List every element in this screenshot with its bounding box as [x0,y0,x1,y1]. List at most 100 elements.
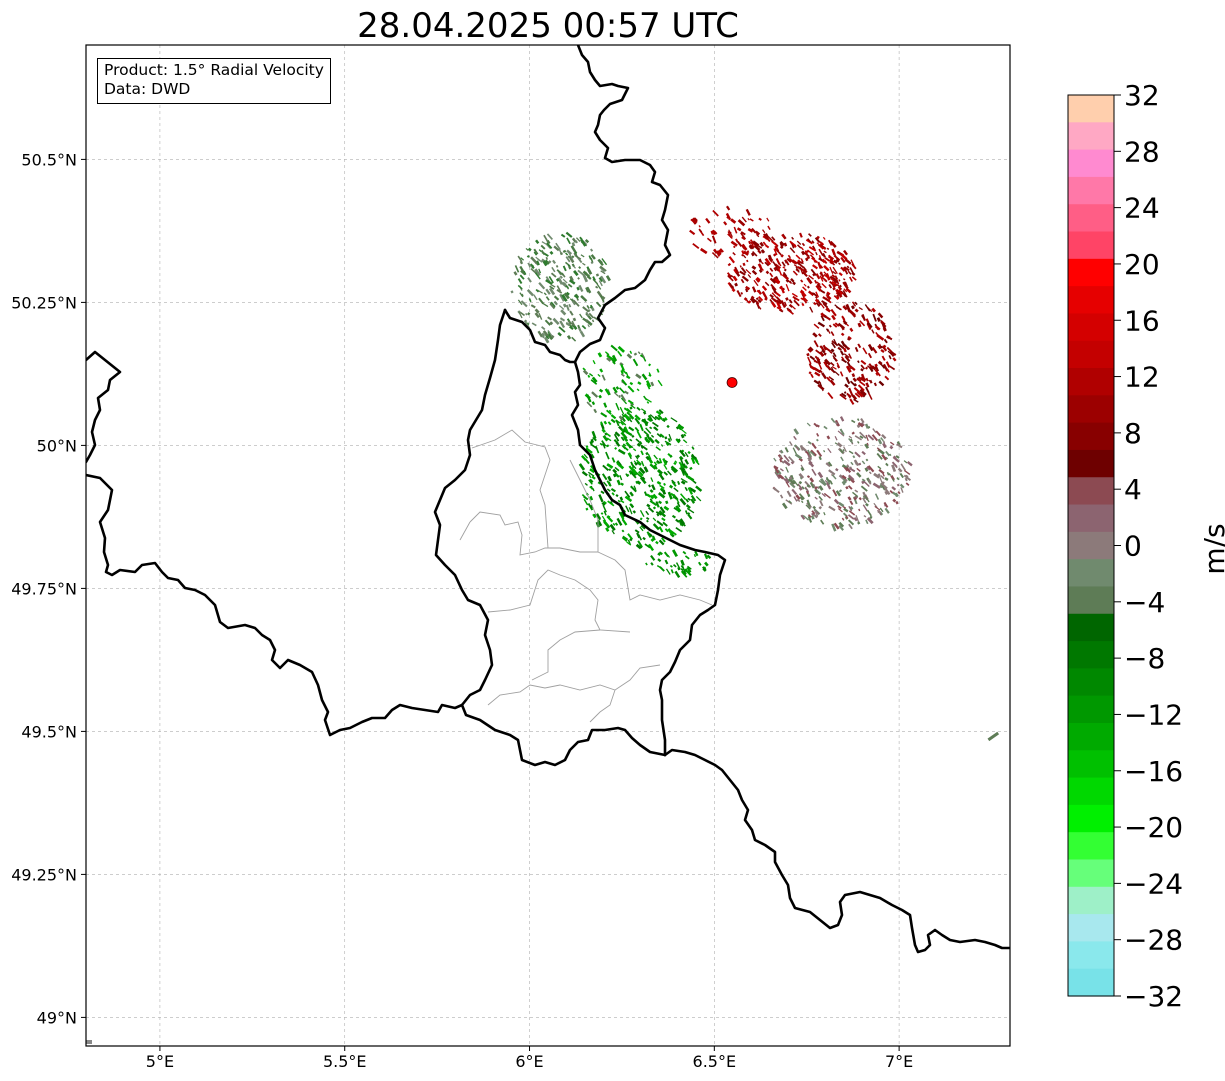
radar-echo [645,516,650,521]
radar-echo [632,358,639,367]
radar-echo [684,459,690,465]
radar-echo [601,440,607,447]
radar-echo [808,460,815,468]
radar-echo [785,284,790,292]
radar-echo [663,471,669,476]
radar-echo [582,306,590,313]
radar-echo [598,280,603,287]
radar-echo [806,285,810,289]
radar-echo [754,230,761,236]
radar-echo [829,240,837,248]
radar-echo [544,319,551,326]
radar-echo [620,369,624,375]
radar-echo [806,484,810,488]
radar-echo [891,486,897,491]
radar-echo [635,455,639,460]
radar-echo [823,361,829,368]
radar-echo [600,421,604,426]
radar-echo [683,433,687,437]
radar-echo [822,236,826,240]
radar-echo [675,562,681,570]
radar-echo [730,240,738,247]
radar-echo [866,306,873,313]
radar-echo [877,473,881,478]
radar-echo [655,501,659,505]
radar-echo [647,453,652,460]
radar-echo [583,498,589,506]
radar-echo [802,296,807,301]
radar-echo [587,324,590,328]
radar-echo [632,510,637,514]
radar-echo [528,298,532,303]
radar-echo [628,470,632,475]
radar-echo [800,246,804,251]
radar-echo [847,477,852,482]
radar-echo [755,297,759,301]
radar-echo [689,229,696,236]
radar-echo [641,352,646,359]
radar-echo [779,242,784,248]
radar-echo [611,530,615,535]
radar-echo [814,509,819,517]
radar-echo [607,421,612,426]
radar-echo [534,312,540,319]
radar-echo [667,491,673,500]
radar-echo [581,470,588,477]
radar-echo [605,444,610,448]
radar-echo [559,317,566,322]
radar-echo [559,320,566,329]
radar-echo [616,517,623,526]
radar-echo [586,266,590,270]
radar-echo [877,312,884,319]
radar-echo [781,273,789,281]
radar-echo [832,287,836,291]
radar-echo [680,570,687,576]
radar-echo [611,492,615,496]
radar-echo [865,386,870,394]
radar-echo [565,322,571,327]
radar-echo [556,289,563,294]
radar-echo [781,234,786,239]
radar-echo [783,459,791,467]
radar-echo [534,272,541,280]
lon-tick-label: 6.5°E [693,1052,737,1071]
radar-echo [655,511,662,516]
radar-echo [618,395,621,398]
luxembourg-district-boundaries [459,429,713,723]
radar-echo [616,462,625,470]
radar-echo [873,472,880,479]
radar-echo [833,522,840,530]
radar-echo [842,505,847,509]
radar-echo [834,322,840,327]
longitude-ticks: 5°E 5.5°E 6°E 6.5°E 7°E [146,1046,913,1071]
radar-echo [848,309,856,317]
radar-echo [682,439,688,444]
radar-echo [810,268,817,276]
radar-echo [854,308,859,313]
radar-echo [903,460,908,464]
radar-echo [716,252,720,257]
radar-echo [703,566,707,570]
radar-echo [688,487,697,493]
radar-echo [849,276,853,282]
radar-echo [877,438,883,445]
radar-echo [626,541,632,546]
radar-echo [889,489,894,494]
district-boundary [469,511,598,556]
radar-echo [896,477,900,481]
radar-echo [598,258,603,264]
radar-echo [828,284,833,289]
luxembourg-france-border [460,703,667,767]
radar-echo [604,388,611,396]
radar-echo [780,300,787,308]
radar-echo [678,461,685,469]
radar-echo [566,237,571,245]
radar-echo [667,528,674,536]
radar-echo [853,398,859,403]
radar-echo [625,375,631,380]
radar-echo [843,278,846,281]
radar-echo [627,399,634,405]
radar-echo [675,505,682,513]
radar-echo [884,477,889,481]
radar-echo [800,258,804,263]
